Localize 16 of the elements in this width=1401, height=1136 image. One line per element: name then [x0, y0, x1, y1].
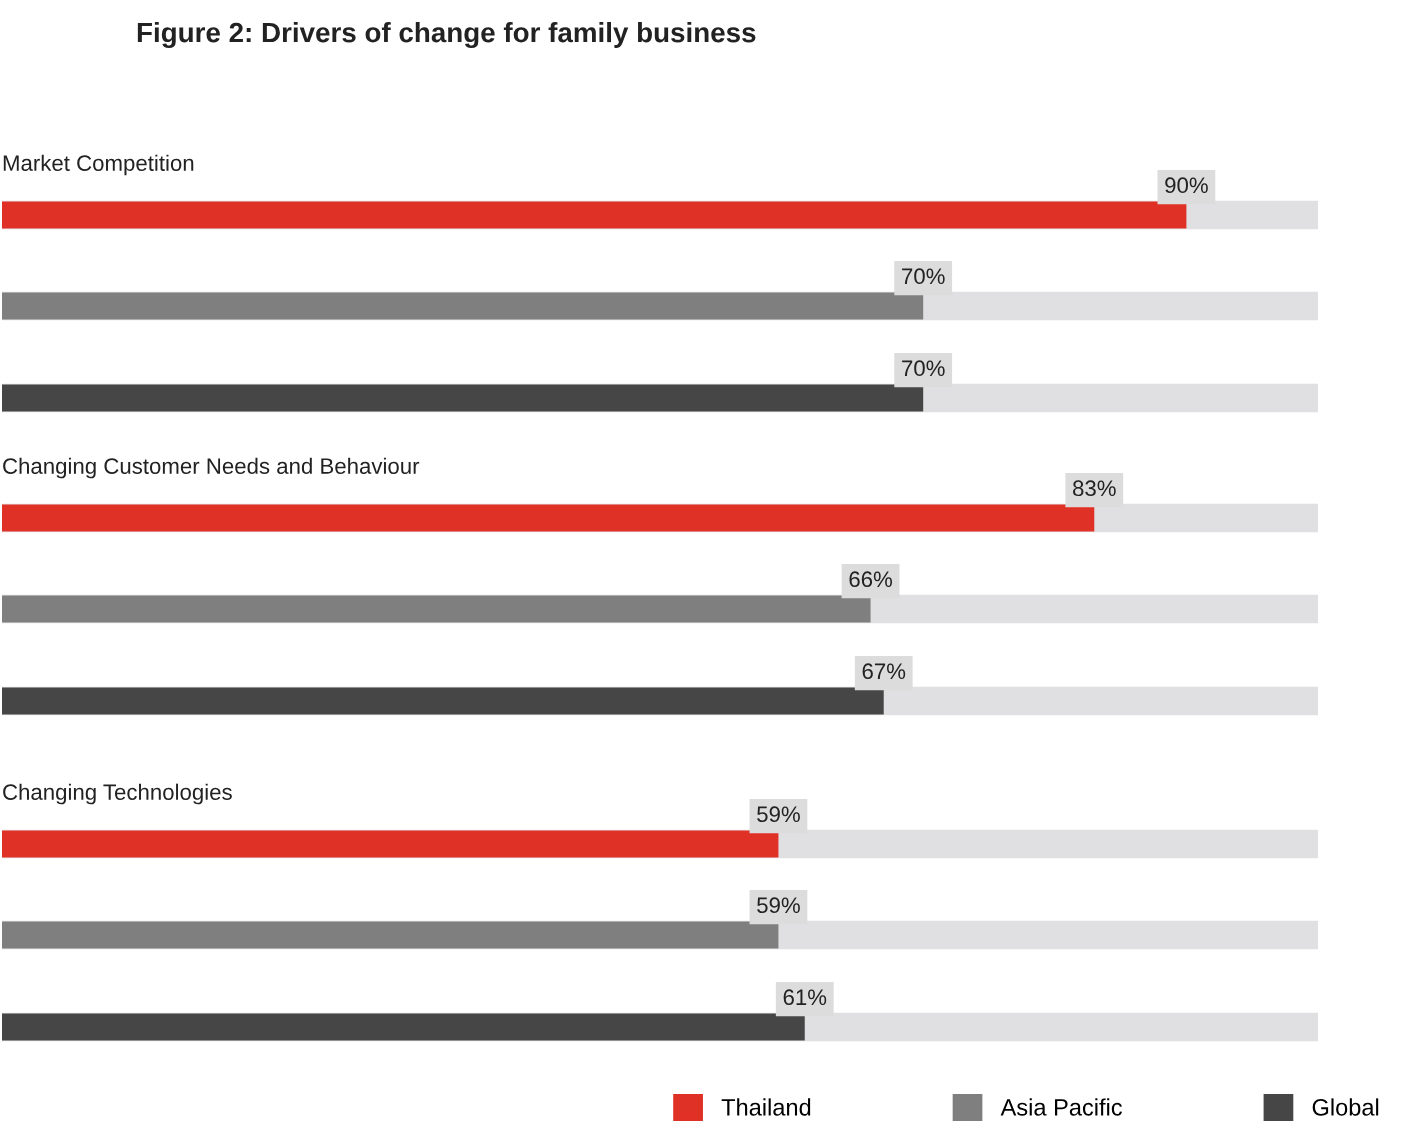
legend-label: Asia Pacific — [1000, 1098, 1122, 1116]
data-label: 83% — [1073, 480, 1116, 497]
data-label: 66% — [849, 571, 893, 588]
data-label: 67% — [862, 663, 906, 680]
data-label: 59% — [757, 806, 800, 823]
data-label: 61% — [783, 989, 827, 1006]
legend-label: Global — [1312, 1098, 1379, 1116]
data-label: 90% — [1165, 177, 1208, 194]
y-tick-label: Market Competition — [3, 154, 194, 176]
data-label: 59% — [757, 897, 800, 914]
data-label: 70% — [902, 360, 945, 377]
legend-label: Thailand — [721, 1098, 811, 1116]
y-tick-label: Changing Customer Needs and Behaviour — [3, 457, 420, 479]
y-tick-label: Changing Technologies — [3, 783, 232, 805]
data-label: 70% — [902, 268, 945, 285]
chart-title: Figure 2: Drivers of change for family business — [137, 21, 756, 49]
